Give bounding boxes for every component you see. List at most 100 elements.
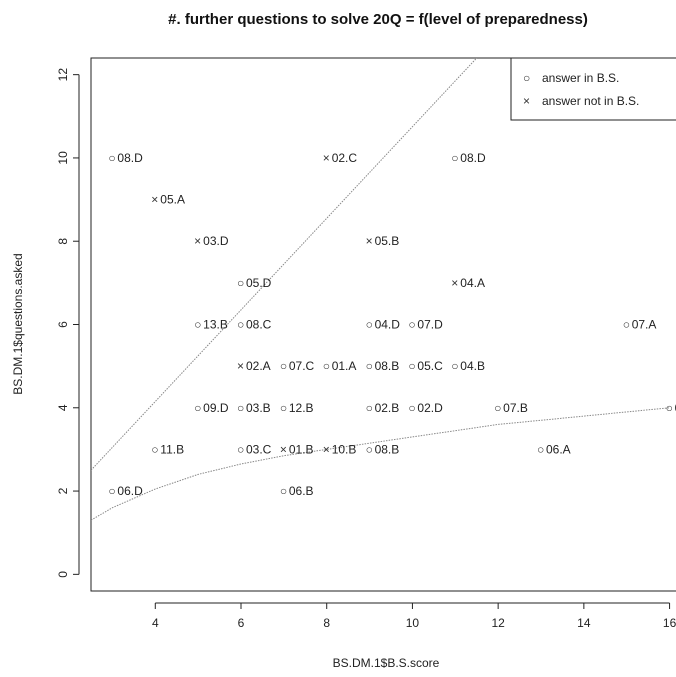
point-label: 02.C bbox=[332, 151, 358, 165]
y-axis-label: BS.DM.1$questions.asked bbox=[11, 253, 25, 394]
point-label: 06.A bbox=[546, 442, 571, 456]
data-point: ○ 04.D bbox=[366, 318, 401, 332]
point-marker: ○ bbox=[451, 359, 458, 373]
data-points: ○ 08.D ○ 08.D○ 05.D○ 13.B ○ 08.C ○ 04.D ○ 07.D ○ 07.A… bbox=[108, 151, 676, 498]
legend-symbol-in-bs: ○ bbox=[523, 71, 530, 85]
x-tick-label: 16 bbox=[663, 616, 676, 630]
data-point: ○ 08.D bbox=[108, 151, 143, 165]
data-point: ○ 03.C bbox=[237, 442, 272, 456]
point-label: 05.C bbox=[417, 359, 443, 373]
point-label: 01.A bbox=[332, 359, 357, 373]
chart-title: #. further questions to solve 20Q = f(le… bbox=[168, 11, 588, 28]
data-point: ○ 06.B bbox=[280, 484, 314, 498]
data-point: ○ 07.A bbox=[623, 318, 657, 332]
data-point: × 02.C bbox=[323, 151, 358, 165]
point-marker: ○ bbox=[451, 151, 458, 165]
y-tick-label: 2 bbox=[56, 487, 70, 494]
data-point: ○ 07.C bbox=[280, 359, 315, 373]
fit-line-logarithmic bbox=[91, 407, 670, 521]
point-label: 10.B bbox=[332, 442, 357, 456]
data-point: ○ 09.D bbox=[194, 401, 229, 415]
point-label: 09.D bbox=[203, 401, 229, 415]
y-tick-label: 12 bbox=[56, 68, 70, 82]
point-label: 05.B bbox=[375, 234, 400, 248]
data-point: ○ 02.B bbox=[366, 401, 400, 415]
x-tick-label: 4 bbox=[152, 616, 159, 630]
data-point: ○ 07.B bbox=[494, 401, 528, 415]
point-label: 12.B bbox=[289, 401, 314, 415]
data-point: ○ 08.D bbox=[451, 151, 486, 165]
fit-lines bbox=[91, 58, 670, 521]
point-marker: × bbox=[366, 234, 373, 248]
data-point: ○ 07.D bbox=[408, 318, 443, 332]
point-marker: ○ bbox=[623, 318, 630, 332]
data-point: ○ 02.D bbox=[408, 401, 443, 415]
plot-area bbox=[90, 57, 676, 592]
data-point: × 05.B bbox=[366, 234, 400, 248]
data-point: ○ 04.B bbox=[451, 359, 485, 373]
data-point: ○ 08.C bbox=[237, 318, 272, 332]
x-tick-label: 12 bbox=[491, 616, 505, 630]
data-point: ○ 08.B bbox=[366, 359, 400, 373]
point-marker: ○ bbox=[237, 401, 244, 415]
y-tick-label: 4 bbox=[56, 404, 70, 411]
y-tick-label: 6 bbox=[56, 321, 70, 328]
data-point: ○ 12.B bbox=[280, 401, 314, 415]
point-marker: × bbox=[194, 234, 201, 248]
point-marker: × bbox=[451, 276, 458, 290]
data-point: × 05.A bbox=[151, 193, 185, 207]
data-point: × 03.D bbox=[194, 234, 229, 248]
data-point: × 04.A bbox=[451, 276, 485, 290]
data-point: ○ 06.A bbox=[537, 442, 571, 456]
x-axis: 4 6 8 10 12 14 16 bbox=[152, 602, 676, 630]
point-label: 03.B bbox=[246, 401, 271, 415]
point-marker: ○ bbox=[323, 359, 330, 373]
data-point: × 10.B bbox=[323, 442, 357, 456]
point-marker: ○ bbox=[408, 359, 415, 373]
point-label: 07.C bbox=[289, 359, 315, 373]
point-marker: ○ bbox=[108, 151, 115, 165]
point-marker: × bbox=[323, 442, 330, 456]
point-label: 08.B bbox=[375, 442, 400, 456]
data-point: ○ 05.D bbox=[237, 276, 272, 290]
point-label: 08.D bbox=[117, 151, 143, 165]
point-label: 02.D bbox=[417, 401, 443, 415]
data-point: ○ 11.B bbox=[151, 442, 184, 456]
point-marker: ○ bbox=[237, 318, 244, 332]
y-tick-label: 10 bbox=[56, 151, 70, 165]
point-label: 11.B bbox=[160, 442, 184, 456]
x-axis-label: BS.DM.1$B.S.score bbox=[333, 656, 440, 670]
point-marker: ○ bbox=[237, 442, 244, 456]
legend-box bbox=[510, 57, 676, 121]
point-marker: ○ bbox=[280, 484, 287, 498]
point-label: 03.D bbox=[203, 234, 229, 248]
point-marker: ○ bbox=[366, 442, 373, 456]
data-point: × 02.A bbox=[237, 359, 271, 373]
point-marker: ○ bbox=[194, 318, 201, 332]
x-tick-label: 6 bbox=[238, 616, 245, 630]
data-point: × 01.B bbox=[280, 442, 314, 456]
point-label: 07.A bbox=[632, 318, 657, 332]
point-label: 03.C bbox=[246, 442, 272, 456]
point-marker: ○ bbox=[366, 318, 373, 332]
point-label: 03 bbox=[675, 401, 676, 415]
point-label: 05.A bbox=[160, 193, 185, 207]
point-label: 02.B bbox=[375, 401, 400, 415]
point-label: 07.D bbox=[417, 318, 443, 332]
point-label: 02.A bbox=[246, 359, 271, 373]
point-label: 08.B bbox=[375, 359, 400, 373]
point-label: 04.B bbox=[460, 359, 485, 373]
legend-label-not-in-bs: answer not in B.S. bbox=[542, 94, 639, 108]
x-tick-label: 10 bbox=[406, 616, 420, 630]
data-point: ○ 03.B bbox=[237, 401, 271, 415]
point-marker: ○ bbox=[408, 318, 415, 332]
point-label: 08.D bbox=[460, 151, 486, 165]
y-axis: 0 2 4 6 8 10 12 bbox=[56, 68, 80, 578]
point-marker: ○ bbox=[151, 442, 158, 456]
data-point: ○ 13.B bbox=[194, 318, 228, 332]
point-marker: ○ bbox=[494, 401, 501, 415]
point-label: 04.D bbox=[375, 318, 401, 332]
y-tick-label: 8 bbox=[56, 238, 70, 245]
point-marker: ○ bbox=[408, 401, 415, 415]
